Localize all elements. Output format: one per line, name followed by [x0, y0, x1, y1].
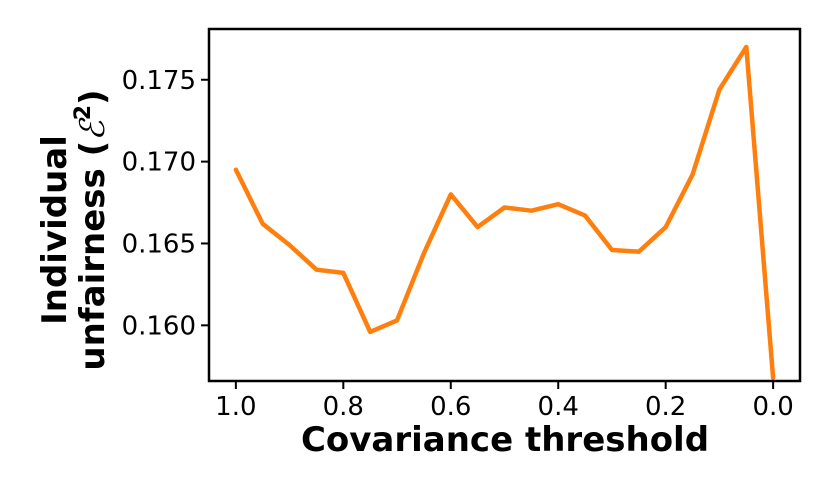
y-tick-label: 0.170: [122, 148, 196, 178]
y-tick-label: 0.175: [122, 66, 196, 96]
y-axis-title-line1: Individual: [35, 135, 75, 325]
x-axis-title: Covariance threshold: [301, 420, 709, 460]
plot-frame: [207, 27, 802, 383]
x-tick-label: 0.0: [752, 392, 793, 422]
y-tick-label: 0.160: [122, 311, 196, 341]
y-axis-title: Individual unfairness (ℰ2): [35, 89, 113, 370]
y-axis-title-line2: unfairness (ℰ2): [71, 89, 113, 370]
x-tick-label: 0.6: [430, 392, 471, 422]
series-line: [233, 44, 776, 380]
x-tick-label: 0.4: [538, 392, 579, 422]
x-tick-label: 0.2: [645, 392, 686, 422]
y-tick-label: 0.165: [122, 229, 196, 259]
x-tick-label: 1.0: [215, 392, 256, 422]
y-axis: 0.160 0.165 0.170 0.175: [122, 66, 209, 341]
x-tick-label: 0.8: [323, 392, 364, 422]
x-axis: 1.0 0.8 0.6 0.4 0.2 0.0: [215, 381, 794, 422]
